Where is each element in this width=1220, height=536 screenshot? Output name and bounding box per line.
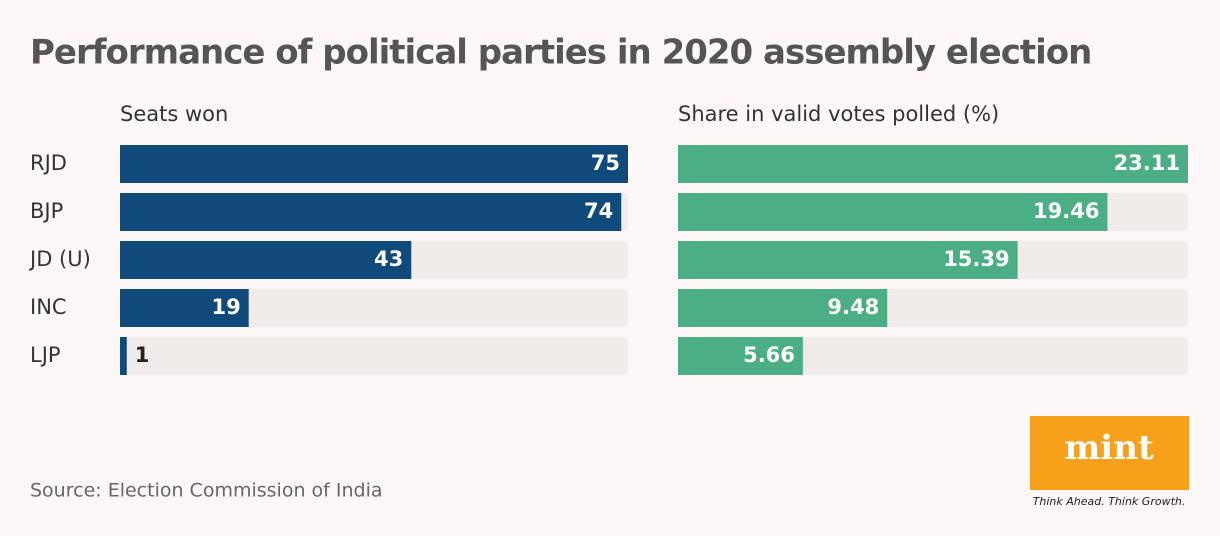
value-label: 15.39 xyxy=(943,247,1009,271)
logo: mint xyxy=(1064,428,1154,468)
value-label: 43 xyxy=(374,247,403,271)
value-label: 75 xyxy=(591,151,620,175)
value-label: 1 xyxy=(135,343,150,367)
category-label: JD (U) xyxy=(28,247,91,271)
logo-box xyxy=(1030,416,1189,490)
category-label: BJP xyxy=(30,199,63,223)
value-label: 5.66 xyxy=(743,343,795,367)
tagline: Think Ahead. Think Growth. xyxy=(1033,495,1186,508)
source: Source: Election Commission of India xyxy=(30,480,383,502)
bar xyxy=(678,241,1018,279)
category-label: LJP xyxy=(30,343,61,367)
value-label: 9.48 xyxy=(827,295,879,319)
category-label: RJD xyxy=(30,151,67,175)
bar xyxy=(678,145,1188,183)
value-label: 74 xyxy=(584,199,613,223)
value-label: 23.11 xyxy=(1114,151,1180,175)
bar xyxy=(678,337,803,375)
panel-title: Seats won xyxy=(120,102,228,126)
category-label: INC xyxy=(30,295,67,319)
bar xyxy=(678,289,888,327)
bar xyxy=(120,241,412,279)
value-label: 19.46 xyxy=(1033,199,1099,223)
bar-track xyxy=(120,337,628,375)
bar xyxy=(678,193,1108,231)
bar xyxy=(120,145,628,183)
bar xyxy=(120,193,622,231)
bar xyxy=(120,337,127,375)
bar xyxy=(120,289,249,327)
chart-title: Performance of political parties in 2020… xyxy=(30,33,1091,73)
panel-title: Share in valid votes polled (%) xyxy=(678,102,999,126)
value-label: 19 xyxy=(211,295,240,319)
